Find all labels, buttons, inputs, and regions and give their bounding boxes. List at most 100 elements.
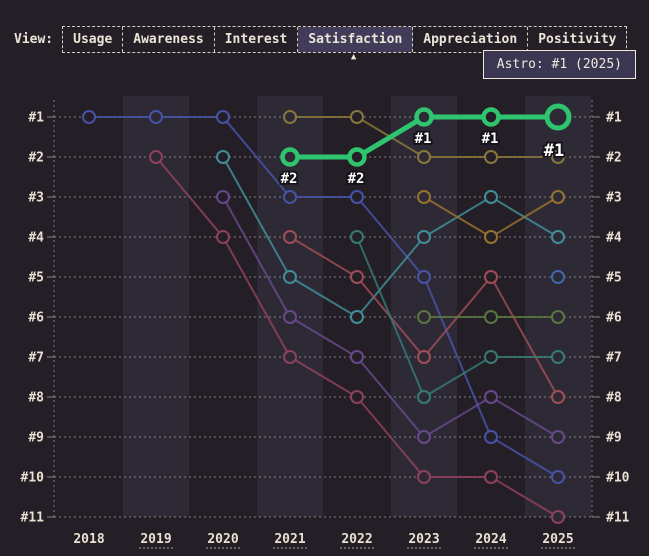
- data-point-teal-2025[interactable]: [551, 230, 565, 244]
- data-point-olive-green-2023[interactable]: [417, 310, 431, 324]
- data-point-astro-2024[interactable]: [481, 107, 501, 127]
- data-point-purple-2023[interactable]: [417, 430, 431, 444]
- data-point-red-2021[interactable]: [283, 230, 297, 244]
- year-band-2019: [123, 96, 189, 517]
- rank-label-left-7: #7: [28, 351, 44, 366]
- data-point-red-2023[interactable]: [417, 350, 431, 364]
- data-point-olive-green-2025[interactable]: [551, 310, 565, 324]
- data-point-red-2024[interactable]: [484, 270, 498, 284]
- data-point-indigo-2023[interactable]: [417, 270, 431, 284]
- data-point-magenta-2020[interactable]: [216, 230, 230, 244]
- rank-label-right-2: #2: [606, 151, 622, 166]
- tab-interest[interactable]: Interest: [215, 27, 299, 52]
- data-point-orange-2024[interactable]: [484, 230, 498, 244]
- astro-rank-annotation-2023: #1: [415, 131, 432, 147]
- series-line-purple: [222, 196, 559, 439]
- data-point-magenta-2023[interactable]: [417, 470, 431, 484]
- tooltip-text: Astro: #1 (2025): [496, 57, 622, 72]
- data-point-olive-green-2024[interactable]: [484, 310, 498, 324]
- tab-positivity[interactable]: Positivity: [538, 32, 617, 47]
- astro-rank-annotation-2021: #2: [281, 171, 298, 187]
- year-band-2025: [525, 96, 591, 517]
- data-point-astro-2021[interactable]: [280, 147, 300, 167]
- data-point-astro-2023[interactable]: [414, 107, 434, 127]
- data-point-olive-2024[interactable]: [484, 150, 498, 164]
- data-point-magenta-2024[interactable]: [484, 470, 498, 484]
- year-label-2025[interactable]: 2025: [542, 532, 573, 547]
- data-point-purple-2024[interactable]: [484, 390, 498, 404]
- data-point-indigo-2018[interactable]: [82, 110, 96, 124]
- tab-satisfaction[interactable]: Satisfaction: [298, 27, 414, 52]
- rank-label-left-3: #3: [28, 191, 44, 206]
- data-point-orange-2025[interactable]: [551, 190, 565, 204]
- data-point-astro-2022[interactable]: [347, 147, 367, 167]
- data-point-red-2025[interactable]: [551, 390, 565, 404]
- data-point-purple-2022[interactable]: [350, 350, 364, 364]
- year-label-2019[interactable]: 2019: [140, 532, 171, 547]
- rank-label-left-6: #6: [28, 311, 44, 326]
- data-point-purple-2025[interactable]: [551, 430, 565, 444]
- data-point-orange-2023[interactable]: [417, 190, 431, 204]
- year-label-2024[interactable]: 2024: [475, 532, 506, 547]
- data-point-magenta-2022[interactable]: [350, 390, 364, 404]
- data-point-indigo-2024[interactable]: [484, 430, 498, 444]
- data-point-indigo-2019[interactable]: [149, 110, 163, 124]
- series-line-teal: [222, 156, 559, 319]
- data-point-dark-teal-2023[interactable]: [417, 390, 431, 404]
- data-point-purple-2021[interactable]: [283, 310, 297, 324]
- rank-label-left-5: #5: [28, 271, 44, 286]
- rank-label-right-1: #1: [606, 111, 622, 126]
- data-point-teal-2022[interactable]: [350, 310, 364, 324]
- data-point-magenta-2025[interactable]: [551, 510, 565, 524]
- astro-tooltip: Astro: #1 (2025): [482, 50, 636, 79]
- rank-label-right-7: #7: [606, 351, 622, 366]
- data-point-teal-2021[interactable]: [283, 270, 297, 284]
- year-band-2023: [391, 96, 457, 517]
- data-point-dark-teal-2022[interactable]: [350, 230, 364, 244]
- year-label-2023[interactable]: 2023: [408, 532, 439, 547]
- data-point-dark-teal-2025[interactable]: [551, 350, 565, 364]
- data-point-indigo-2021[interactable]: [283, 190, 297, 204]
- data-point-dark-teal-2024[interactable]: [484, 350, 498, 364]
- rank-label-right-4: #4: [606, 231, 622, 246]
- rank-label-left-2: #2: [28, 151, 44, 166]
- view-bar: View: Usage Awareness Interest Satisfaction…: [14, 26, 628, 53]
- rank-label-right-8: #8: [606, 391, 622, 406]
- data-point-indigo-2025[interactable]: [551, 470, 565, 484]
- tab-usage[interactable]: Usage: [63, 27, 124, 52]
- data-point-olive-2021[interactable]: [283, 110, 297, 124]
- rank-label-left-9: #9: [28, 431, 44, 446]
- year-label-2020[interactable]: 2020: [207, 532, 238, 547]
- data-point-teal-2020[interactable]: [216, 150, 230, 164]
- data-point-magenta-2019[interactable]: [149, 150, 163, 164]
- rank-label-right-3: #3: [606, 191, 622, 206]
- rank-label-left-11: #11: [21, 511, 45, 526]
- data-point-olive-2025[interactable]: [551, 150, 565, 164]
- data-point-steel-blue-2025[interactable]: [551, 270, 565, 284]
- data-point-purple-2020[interactable]: [216, 190, 230, 204]
- view-tabs: Usage Awareness Interest Satisfaction Apprec…: [62, 26, 628, 53]
- data-point-indigo-2022[interactable]: [350, 190, 364, 204]
- data-point-magenta-2021[interactable]: [283, 350, 297, 364]
- data-point-astro-2025[interactable]: [544, 103, 572, 131]
- rank-label-left-1: #1: [28, 111, 44, 126]
- data-point-red-2022[interactable]: [350, 270, 364, 284]
- tab-awareness[interactable]: Awareness: [123, 27, 215, 52]
- series-line-dark-teal: [356, 236, 558, 399]
- data-point-teal-2024[interactable]: [484, 190, 498, 204]
- data-point-indigo-2020[interactable]: [216, 110, 230, 124]
- tab-appreciation[interactable]: Appreciation: [413, 27, 529, 52]
- data-point-olive-2023[interactable]: [417, 150, 431, 164]
- rank-label-left-8: #8: [28, 391, 44, 406]
- data-point-teal-2023[interactable]: [417, 230, 431, 244]
- rank-label-right-6: #6: [606, 311, 622, 326]
- year-label-2022[interactable]: 2022: [341, 532, 372, 547]
- year-label-2021[interactable]: 2021: [274, 532, 305, 547]
- year-label-2018[interactable]: 2018: [73, 532, 104, 547]
- rank-label-right-5: #5: [606, 271, 622, 286]
- view-label: View:: [14, 32, 54, 47]
- series-line-magenta: [155, 156, 559, 518]
- data-point-olive-2022[interactable]: [350, 110, 364, 124]
- astro-rank-annotation-2025: #1: [544, 141, 564, 161]
